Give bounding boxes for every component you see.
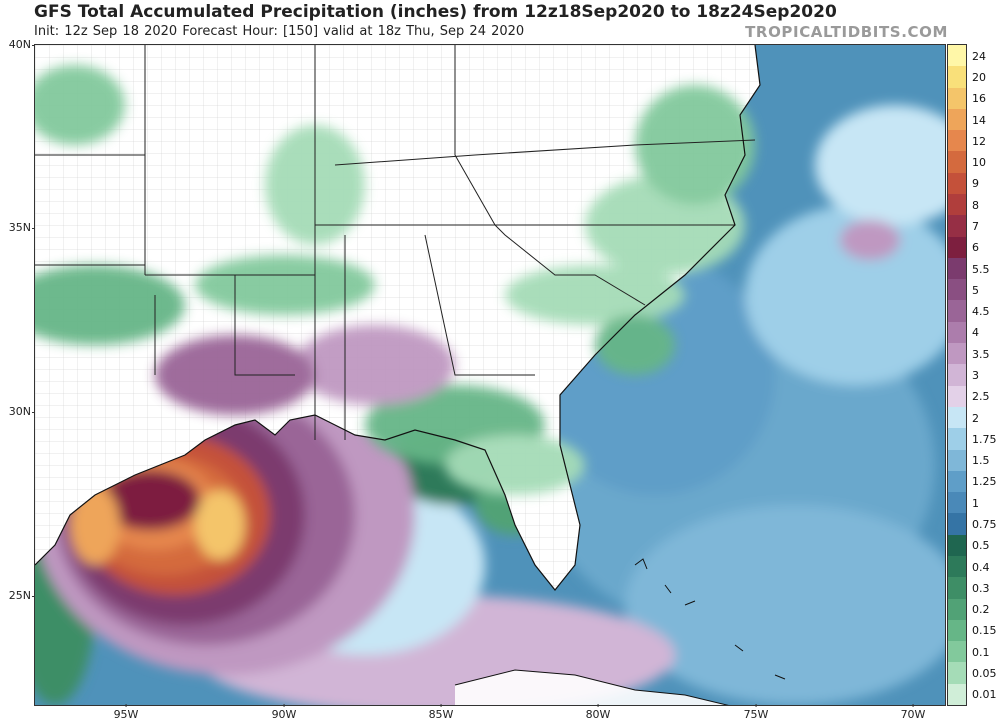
colorbar-swatch bbox=[948, 257, 966, 280]
bahamas-islands bbox=[634, 558, 786, 680]
colorbar-swatch bbox=[948, 172, 966, 195]
colorbar-label: 3.5 bbox=[972, 347, 990, 361]
colorbar-label: 0.01 bbox=[972, 688, 997, 702]
colorbar-swatch bbox=[948, 662, 966, 685]
colorbar-swatch bbox=[948, 321, 966, 344]
coastline bbox=[35, 45, 761, 591]
map-subtitle: Init: 12z Sep 18 2020 Forecast Hour: [15… bbox=[34, 24, 525, 39]
colorbar-label: 1.25 bbox=[972, 475, 997, 489]
colorbar-swatch bbox=[948, 108, 966, 131]
colorbar-label: 20 bbox=[972, 70, 986, 84]
colorbar-label: 6 bbox=[972, 241, 979, 255]
colorbar-label: 1.75 bbox=[972, 432, 997, 446]
map-canvas bbox=[35, 45, 945, 705]
brand-watermark: TROPICALTIDBITS.COM bbox=[745, 23, 948, 41]
colorbar-label: 0.1 bbox=[972, 645, 990, 659]
state-borders bbox=[35, 45, 756, 440]
colorbar-swatch bbox=[948, 641, 966, 663]
colorbar-swatch bbox=[948, 194, 966, 216]
colorbar-label: 0.2 bbox=[972, 603, 990, 617]
colorbar-swatch bbox=[948, 449, 966, 472]
colorbar-label: 0.4 bbox=[972, 560, 990, 574]
colorbar bbox=[947, 44, 967, 706]
cuba-landmass bbox=[455, 670, 727, 705]
colorbar-swatch bbox=[948, 130, 966, 152]
colorbar-swatch bbox=[948, 45, 966, 67]
colorbar-label: 8 bbox=[972, 198, 979, 212]
lon-label-70w: 70W bbox=[900, 704, 926, 721]
colorbar-label: 5 bbox=[972, 283, 979, 297]
colorbar-label: 14 bbox=[972, 113, 986, 127]
colorbar-swatch bbox=[948, 343, 966, 365]
colorbar-swatch bbox=[948, 87, 966, 110]
colorbar-swatch bbox=[948, 619, 966, 642]
colorbar-swatch bbox=[948, 577, 966, 600]
colorbar-swatch bbox=[948, 598, 966, 621]
colorbar-swatch bbox=[948, 279, 966, 301]
lon-label-85w: 85W bbox=[428, 704, 454, 721]
lat-label-25n: 25N bbox=[0, 589, 35, 602]
colorbar-label: 0.3 bbox=[972, 581, 990, 595]
colorbar-swatch bbox=[948, 513, 966, 536]
colorbar-label: 3 bbox=[972, 369, 979, 382]
colorbar-label: 0.5 bbox=[972, 539, 990, 553]
colorbar-label: 24 bbox=[972, 49, 986, 63]
colorbar-swatch bbox=[948, 215, 966, 238]
colorbar-label: 4.5 bbox=[972, 305, 990, 319]
colorbar-label: 4 bbox=[972, 326, 979, 340]
colorbar-swatch bbox=[948, 492, 966, 514]
colorbar-label: 12 bbox=[972, 134, 986, 148]
colorbar-swatch bbox=[948, 364, 966, 387]
colorbar-swatch bbox=[948, 470, 966, 493]
lat-label-35n: 35N bbox=[0, 221, 35, 234]
colorbar-swatch bbox=[948, 151, 966, 174]
colorbar-label: 2 bbox=[972, 411, 979, 425]
colorbar-swatch bbox=[948, 406, 966, 429]
colorbar-swatch bbox=[948, 555, 966, 578]
colorbar-label: 1.5 bbox=[972, 454, 990, 468]
colorbar-label: 1 bbox=[972, 496, 979, 510]
colorbar-swatch bbox=[948, 66, 966, 89]
colorbar-label: 5.5 bbox=[972, 262, 990, 276]
lon-label-80w: 80W bbox=[585, 704, 611, 721]
colorbar-label: 2.5 bbox=[972, 390, 990, 404]
colorbar-swatch bbox=[948, 236, 966, 259]
colorbar-label: 16 bbox=[972, 92, 986, 106]
colorbar-label: 0.05 bbox=[972, 667, 997, 681]
lon-label-95w: 95W bbox=[113, 704, 139, 721]
colorbar-label: 7 bbox=[972, 219, 979, 233]
colorbar-swatch bbox=[948, 300, 966, 323]
lon-label-75w: 75W bbox=[743, 704, 769, 721]
colorbar-label: 0.75 bbox=[972, 518, 997, 532]
colorbar-swatch bbox=[948, 385, 966, 408]
lat-label-30n: 30N bbox=[0, 405, 35, 418]
lat-label-40n: 40N bbox=[0, 38, 35, 51]
colorbar-swatch bbox=[948, 534, 966, 557]
precipitation-map bbox=[34, 44, 946, 706]
lon-label-90w: 90W bbox=[271, 704, 297, 721]
colorbar-swatch bbox=[948, 683, 966, 706]
colorbar-label: 0.15 bbox=[972, 624, 997, 638]
colorbar-label: 10 bbox=[972, 156, 986, 170]
map-title: GFS Total Accumulated Precipitation (inc… bbox=[34, 2, 837, 22]
colorbar-swatch bbox=[948, 428, 966, 450]
colorbar-label: 9 bbox=[972, 177, 979, 191]
